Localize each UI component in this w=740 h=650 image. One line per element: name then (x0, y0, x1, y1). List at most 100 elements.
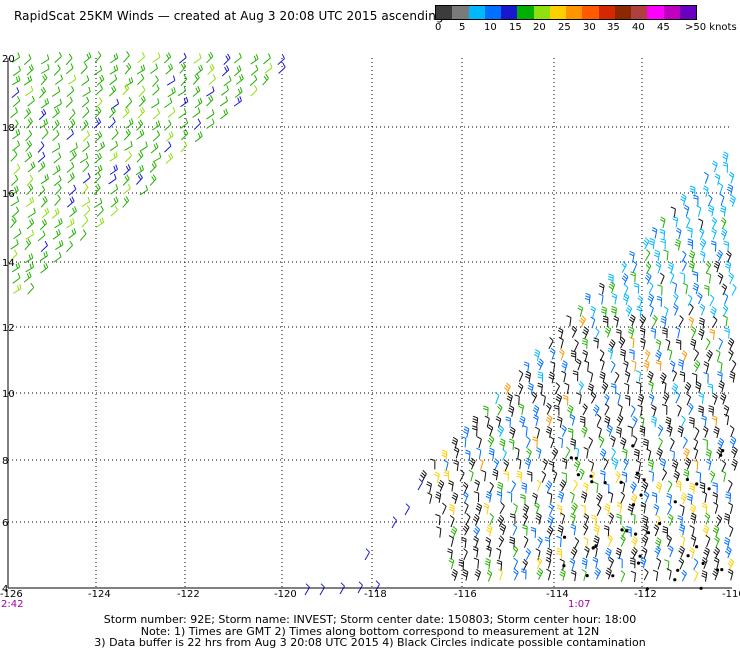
wind-barb (472, 415, 479, 428)
wind-barb (683, 447, 690, 460)
wind-barb (94, 172, 102, 184)
legend-swatch (501, 6, 518, 19)
wind-barb (11, 174, 19, 186)
wind-barb (710, 306, 717, 319)
wind-barb (546, 568, 552, 581)
wind-barb (645, 262, 652, 275)
wind-barb (12, 119, 19, 131)
wind-barb (729, 436, 737, 449)
wind-barb (453, 459, 459, 472)
wind-barb (698, 328, 705, 341)
wind-barb (591, 514, 597, 526)
wind-barb (472, 546, 479, 558)
wind-barb (688, 303, 694, 316)
wind-barb (698, 227, 705, 240)
wind-barb (164, 141, 172, 153)
wind-barb (486, 545, 492, 558)
wind-barb (596, 414, 602, 427)
legend-label: 40 (632, 22, 645, 33)
wind-barb (468, 457, 476, 470)
wind-barb (653, 524, 660, 537)
wind-barb (66, 161, 75, 173)
wind-barb (513, 557, 519, 570)
x-tick-label: -120 (274, 589, 297, 600)
wind-barb (677, 358, 684, 371)
wind-barb (503, 459, 510, 472)
wind-barb (542, 458, 548, 471)
wind-barb (137, 106, 145, 119)
wind-barb (498, 568, 503, 581)
wind-barb (505, 416, 511, 428)
wind-barb (535, 447, 542, 459)
wind-barb (494, 392, 500, 404)
wind-barb (643, 568, 649, 581)
wind-barb (719, 193, 725, 206)
wind-barb (690, 534, 697, 547)
wind-barb (26, 218, 35, 230)
wind-barb (692, 194, 699, 206)
wind-barb (728, 171, 735, 184)
wind-barb (518, 403, 525, 415)
wind-barb (96, 217, 105, 228)
y-tick-label: 8 (2, 456, 8, 467)
wind-barb (68, 184, 77, 196)
wind-barb (669, 271, 675, 284)
wind-barb (152, 84, 160, 96)
wind-barb (549, 436, 555, 449)
wind-barb (95, 84, 103, 96)
wind-barb (603, 525, 610, 537)
contamination-circle (589, 474, 593, 478)
wind-barb (93, 183, 101, 195)
wind-barb (221, 65, 230, 77)
wind-barb (437, 479, 445, 492)
wind-barb (677, 425, 684, 438)
wind-barb (616, 513, 622, 525)
wind-barb (666, 424, 673, 437)
wind-barb (659, 458, 667, 470)
wind-barb (514, 447, 520, 459)
legend-swatch (517, 6, 534, 19)
contamination-circle (562, 564, 566, 568)
contamination-circle (646, 531, 651, 535)
wind-barb (180, 141, 188, 153)
wind-barb (689, 525, 695, 537)
wind-barb (570, 512, 576, 525)
legend-swatch (582, 6, 599, 19)
wind-barb (679, 371, 686, 383)
wind-barb (497, 425, 505, 438)
wind-barb (729, 194, 736, 207)
wind-barb (192, 85, 201, 97)
wind-barb (577, 305, 584, 317)
wind-barb (164, 119, 172, 131)
wind-barb (582, 482, 589, 495)
wind-barb (684, 457, 692, 470)
legend-swatch (468, 6, 485, 19)
wind-barb (710, 240, 717, 252)
wind-barb (652, 314, 658, 327)
legend-swatch (614, 6, 631, 19)
wind-barb (109, 53, 119, 64)
wind-barb (578, 468, 585, 481)
wind-barb (562, 394, 569, 406)
wind-barb (701, 491, 708, 503)
wind-barb (235, 74, 244, 85)
wind-barb (37, 230, 46, 242)
wind-barb (540, 394, 546, 406)
wind-barb (38, 108, 47, 120)
wind-barb (672, 215, 679, 228)
wind-barb (526, 470, 533, 482)
wind-barb (122, 83, 130, 96)
contamination-circle (562, 535, 567, 539)
wind-barb (37, 141, 45, 153)
wind-barb (651, 227, 658, 239)
wind-barb (532, 436, 538, 448)
wind-barb (667, 502, 673, 515)
wind-barb (714, 535, 720, 548)
wind-barb (24, 253, 34, 264)
wind-barb (720, 228, 728, 241)
wind-barb (23, 271, 32, 283)
wind-barb (108, 106, 116, 119)
wind-barb (593, 481, 599, 493)
wind-barb (673, 292, 679, 305)
contamination-circle (685, 477, 690, 482)
